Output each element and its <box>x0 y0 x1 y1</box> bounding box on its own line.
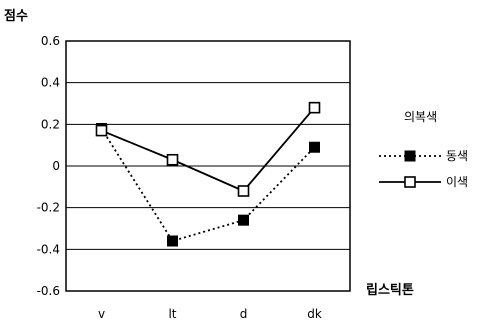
x-tick-label: dk <box>307 307 322 321</box>
x-tick-label: d <box>240 307 248 321</box>
y-tick-label: 0.2 <box>41 117 60 131</box>
data-point-s2 <box>237 185 250 197</box>
y-tick-label: -0.6 <box>37 284 60 298</box>
grid-lines <box>66 82 350 250</box>
y-tick-label: 0 <box>52 159 60 173</box>
data-point-s2 <box>166 153 179 166</box>
y-tick-label: 0.4 <box>41 76 60 90</box>
plot-frame <box>65 40 351 292</box>
legend-title: 의복색 <box>404 110 437 124</box>
y-tick-label: 0.6 <box>41 34 60 48</box>
y-tick-labels: 0.6 0.4 0.2 0 -0.2 -0.4 -0.6 <box>37 34 60 298</box>
series-layer <box>95 101 321 247</box>
legend-marker-1 <box>404 150 416 162</box>
y-tick-label: -0.4 <box>37 242 60 256</box>
series-line-1 <box>100 128 316 243</box>
x-tick-label: lt <box>168 307 176 321</box>
x-axis-title: 립스틱톤 <box>366 282 414 298</box>
data-point-s2 <box>308 101 321 114</box>
y-tick-label: -0.2 <box>37 201 60 215</box>
data-point-s1 <box>309 141 320 153</box>
y-axis-title: 점수 <box>4 9 28 24</box>
series-line-2 <box>101 107 316 193</box>
x-tick-labels: v lt d dk <box>98 307 322 321</box>
data-point-s2 <box>95 124 108 137</box>
data-point-s1 <box>238 214 249 226</box>
x-tick-label: v <box>98 307 105 321</box>
legend-label-2: 이색 <box>446 175 468 189</box>
legend-marker-2 <box>404 176 416 188</box>
data-point-s1 <box>167 235 178 247</box>
legend-label-1: 동색 <box>446 149 468 163</box>
